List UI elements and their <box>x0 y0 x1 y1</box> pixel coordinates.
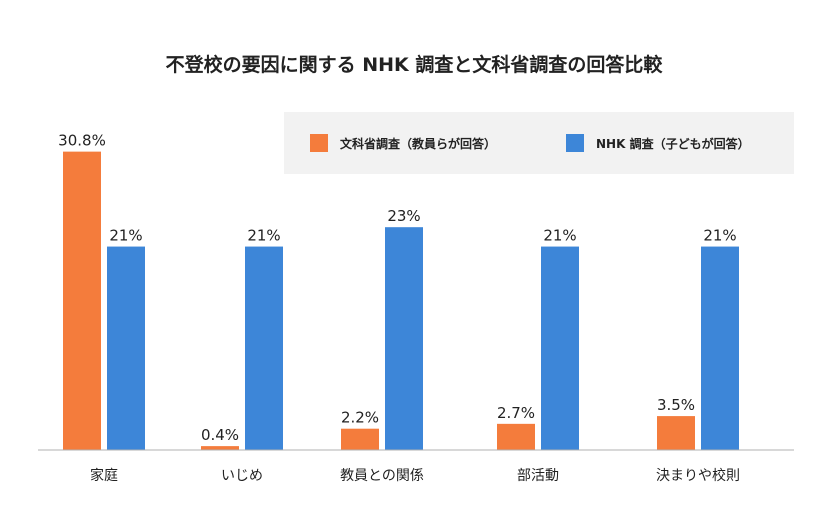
legend-swatch-nhk <box>566 134 584 152</box>
category-label-2: いじめ <box>221 468 263 484</box>
value-label-mext-4: 2.7% <box>497 404 535 422</box>
category-label-3: 教員との関係 <box>340 468 424 484</box>
bar-mext-2 <box>201 446 239 450</box>
value-label-nhk-4: 21% <box>543 227 576 245</box>
bar-mext-1 <box>63 151 101 450</box>
value-label-nhk-1: 21% <box>109 227 142 245</box>
bar-mext-5 <box>657 416 695 450</box>
legend-label-nhk: NHK 調査（子どもが回答） <box>596 136 750 151</box>
value-label-mext-5: 3.5% <box>657 396 695 414</box>
bar-mext-3 <box>341 428 379 450</box>
value-label-mext-2: 0.4% <box>201 426 239 444</box>
value-label-mext-3: 2.2% <box>341 409 379 427</box>
legend: 文科省調査（教員らが回答） NHK 調査（子どもが回答） <box>284 112 794 174</box>
bar-nhk-4 <box>541 246 579 450</box>
bar-nhk-1 <box>107 246 145 450</box>
chart-title: 不登校の要因に関する NHK 調査と文科省調査の回答比較 <box>165 54 663 76</box>
category-label-4: 部活動 <box>517 468 559 484</box>
category-labels-group: 家庭 いじめ 教員との関係 部活動 決まりや校則 <box>90 467 740 484</box>
category-label-1: 家庭 <box>90 467 118 484</box>
value-label-nhk-2: 21% <box>247 227 280 245</box>
legend-swatch-mext <box>310 134 328 152</box>
bar-mext-4 <box>497 423 535 450</box>
legend-label-mext: 文科省調査（教員らが回答） <box>340 136 496 151</box>
category-label-5: 決まりや校則 <box>656 467 740 484</box>
bar-nhk-5 <box>701 246 739 450</box>
legend-background <box>284 112 794 174</box>
value-label-mext-1: 30.8% <box>58 132 106 150</box>
value-labels-group: 30.8% 21% 0.4% 21% 2.2% 23% 2.7% 21% 3.5% 21% <box>58 132 737 445</box>
bar-nhk-3 <box>385 227 423 450</box>
value-label-nhk-5: 21% <box>703 227 736 245</box>
bar-nhk-2 <box>245 246 283 450</box>
bars-group <box>63 151 739 450</box>
value-label-nhk-3: 23% <box>387 207 420 225</box>
